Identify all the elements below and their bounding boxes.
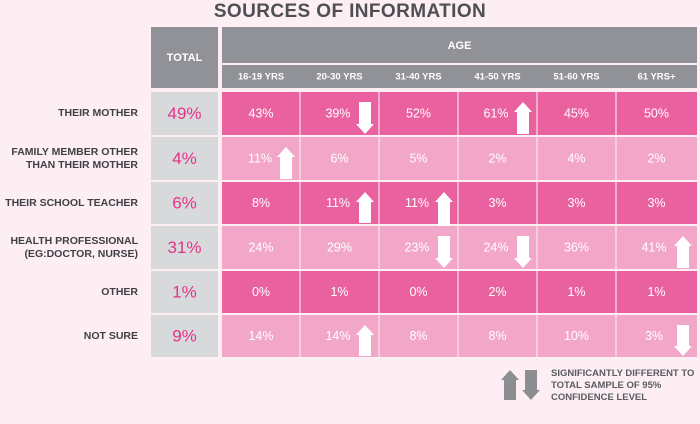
cell-value: 2%: [647, 152, 665, 166]
significance-down-arrow: [435, 236, 453, 268]
significance-down-arrow: [356, 102, 374, 134]
total-header-cell: [151, 27, 218, 88]
cell-value: 45%: [564, 107, 589, 121]
total-value: 49%: [167, 104, 201, 123]
row-label: FAMILY MEMBER OTHER THAN THEIR MOTHER: [11, 145, 138, 171]
cell-value: 43%: [248, 107, 273, 121]
significance-up-arrow: [356, 325, 374, 356]
total-cell: [151, 315, 218, 357]
data-row-band: [222, 92, 697, 135]
chart-title: SOURCES OF INFORMATION: [213, 1, 487, 22]
age-header: AGE: [448, 40, 472, 52]
column-label: 51-60 YRS: [553, 72, 599, 83]
cell-value: 0%: [409, 285, 427, 299]
total-header: TOTAL: [167, 52, 203, 64]
cell-value: 52%: [406, 107, 431, 121]
significance-up-arrow: [674, 236, 692, 268]
cell-value: 1%: [330, 285, 348, 299]
total-cell: [151, 182, 218, 224]
cell-value: 8%: [409, 329, 427, 343]
cell-value: 2%: [488, 285, 506, 299]
cell-value: 24%: [483, 241, 508, 255]
row-label: OTHER: [101, 285, 138, 298]
total-value: 1%: [172, 283, 197, 302]
column-label: 61 YRS+: [637, 72, 676, 83]
cell-value: 24%: [248, 241, 273, 255]
cell-value: 3%: [567, 196, 585, 210]
row-label: THEIR SCHOOL TEACHER: [5, 196, 138, 209]
column-label: 41-50 YRS: [474, 72, 520, 83]
cell-value: 36%: [564, 241, 589, 255]
cell-value: 14%: [248, 329, 273, 343]
significance-up-arrow: [514, 102, 532, 134]
cell-value: 11%: [248, 152, 272, 166]
cell-value: 14%: [325, 329, 350, 343]
total-value: 9%: [172, 327, 197, 346]
significance-down-arrow: [674, 325, 692, 356]
cell-value: 3%: [488, 196, 506, 210]
cell-value: 0%: [252, 285, 270, 299]
significance-up-arrow: [356, 192, 374, 223]
cell-value: 50%: [644, 107, 669, 121]
cell-value: 23%: [404, 241, 429, 255]
total-cell: [151, 271, 218, 313]
cell-value: 1%: [567, 285, 585, 299]
cell-value: 6%: [330, 152, 348, 166]
cell-value: 61%: [483, 107, 508, 121]
total-cell: [151, 92, 218, 135]
cell-value: 29%: [327, 241, 352, 255]
data-row-band: [222, 137, 697, 180]
data-row-band: [222, 271, 697, 313]
row-label: NOT SURE: [83, 329, 138, 342]
total-cell: [151, 137, 218, 180]
data-row-band: [222, 182, 697, 224]
cell-value: 4%: [567, 152, 585, 166]
age-header-cell: [222, 27, 697, 88]
significance-down-arrow: [514, 236, 532, 268]
cell-value: 5%: [409, 152, 427, 166]
cell-value: 41%: [641, 241, 666, 255]
cell-value: 11%: [326, 196, 350, 210]
column-label: 20-30 YRS: [316, 72, 362, 83]
total-cell: [151, 226, 218, 269]
cell-value: 1%: [647, 285, 665, 299]
data-row-band: [222, 315, 697, 357]
column-label: 16-19 YRS: [238, 72, 284, 83]
significance-up-arrow: [277, 147, 295, 179]
cell-value: 39%: [325, 107, 350, 121]
legend-up-arrow: [501, 370, 519, 400]
cell-value: 3%: [645, 329, 663, 343]
row-label: THEIR MOTHER: [58, 107, 138, 119]
column-label: 31-40 YRS: [395, 72, 441, 83]
row-label: HEALTH PROFESSIONAL (EG:DOCTOR, NURSE): [10, 234, 138, 260]
cell-value: 11%: [405, 196, 429, 210]
total-value: 6%: [172, 194, 197, 213]
cell-value: 10%: [564, 329, 589, 343]
cell-value: 2%: [488, 152, 506, 166]
total-value: 4%: [172, 149, 197, 168]
cell-value: 3%: [647, 196, 665, 210]
legend-down-arrow: [522, 370, 540, 400]
total-value: 31%: [167, 238, 201, 257]
data-row-band: [222, 226, 697, 269]
cell-value: 8%: [252, 196, 270, 210]
legend-text: SIGNIFICANTLY DIFFERENT TO TOTAL SAMPLE …: [551, 368, 695, 403]
cell-value: 8%: [488, 329, 506, 343]
